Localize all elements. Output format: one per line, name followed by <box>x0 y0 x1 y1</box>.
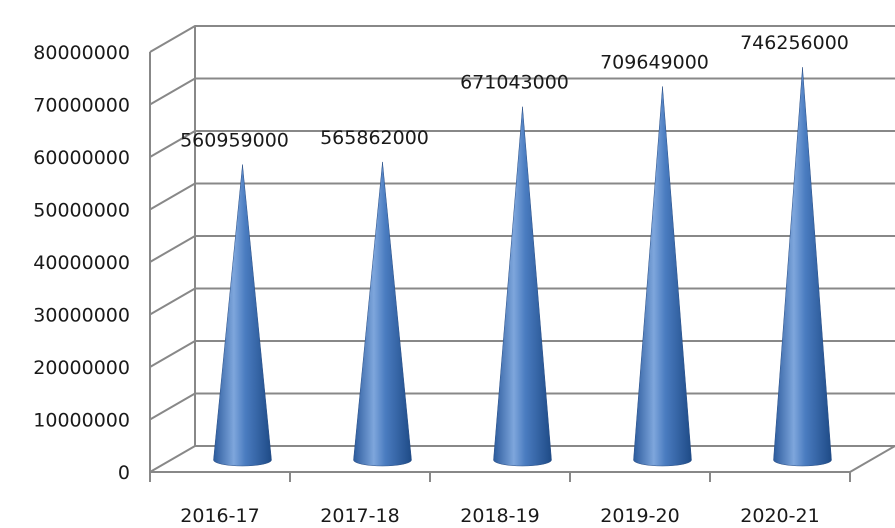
cone-bar <box>773 67 832 467</box>
cone-bar <box>493 106 552 467</box>
data-label: 671043000 <box>460 72 569 94</box>
x-tick-label: 2019-20 <box>600 505 679 527</box>
cone-series <box>213 67 832 467</box>
x-tick-label: 2018-19 <box>460 505 539 527</box>
cone-body <box>633 86 692 467</box>
y-tick-label: 70000000 <box>33 95 130 117</box>
cone-bar <box>213 164 272 467</box>
data-label: 560959000 <box>180 129 289 151</box>
x-tick-label: 2016-17 <box>180 505 259 527</box>
x-axis: 2016-17 2017-18 2018-19 2019-20 2020-21 <box>149 471 851 527</box>
cone-body <box>213 164 272 467</box>
y-axis-tick-labels: 0 10000000 20000000 30000000 40000000 5000000… <box>33 42 130 484</box>
data-label: 565862000 <box>320 127 429 149</box>
cone-body <box>353 161 412 467</box>
cone-body <box>493 106 552 467</box>
y-tick-label: 60000000 <box>33 147 130 169</box>
y-tick-label: 30000000 <box>33 305 130 327</box>
y-tick-label: 40000000 <box>33 252 130 274</box>
data-labels: 560959000 565862000 671043000 709649000 7462… <box>180 32 849 151</box>
x-tick-label: 2017-18 <box>320 505 399 527</box>
gridline <box>149 77 895 106</box>
data-label: 746256000 <box>740 32 849 54</box>
y-tick-label: 0 <box>118 462 130 484</box>
y-tick-label: 50000000 <box>33 200 130 222</box>
y-tick-label: 20000000 <box>33 357 130 379</box>
data-label: 709649000 <box>600 51 709 73</box>
x-tick-label: 2020-21 <box>740 505 819 527</box>
cone-bar <box>633 86 692 467</box>
gridline <box>149 25 895 53</box>
y-tick-label: 10000000 <box>33 410 130 432</box>
floor-right-edge <box>849 445 895 473</box>
y-tick-label: 80000000 <box>33 42 130 64</box>
cone-bar <box>353 161 412 467</box>
cone-body <box>773 67 832 467</box>
